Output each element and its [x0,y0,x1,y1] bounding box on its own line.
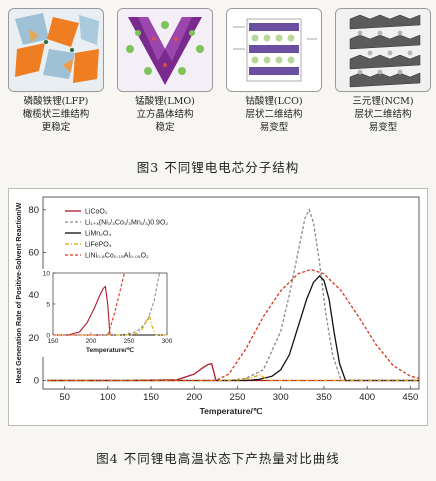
figure3-caption: 图3 不同锂电电芯分子结构 [136,160,300,175]
lfp-desc: 橄榄状三维结构 [22,109,90,120]
y-tick-label: 0 [34,375,39,386]
x-tick-label: 350 [316,392,332,403]
lfp-name: 磷酸铁锂(LFP) [23,96,89,107]
figure4-caption: 图4 不同锂电高温状态下产热量对比曲线 [96,451,340,466]
inset-y-tick-label: 10 [43,271,51,278]
inset-background [39,269,175,357]
y-axis-label: Heat Generation Rate of Positive-Solvent… [14,202,23,383]
lfp-structure-image [8,8,104,92]
panel-ncm: 三元锂(NCM) 层状二维结构 易变型 [335,8,431,134]
inset-x-axis-label: Temperature/℃ [86,346,135,354]
panel-lmo: 锰酸锂(LMO) 立方晶体结构 稳定 [117,8,213,134]
x-tick-label: 400 [359,392,375,403]
x-tick-label: 100 [100,392,116,403]
series-line-lfp [47,373,419,382]
lmo-desc: 立方晶体结构 [136,109,194,120]
inset-x-tick-label: 150 [48,338,59,345]
legend-label-nca: LiNi₀.₈Co₀.₁₅Al₀.₀₅O₂ [85,253,149,260]
inset-x-tick-label: 200 [86,338,97,345]
lco-note: 易变型 [259,122,289,133]
x-tick-label: 450 [402,392,418,403]
x-tick-label: 250 [230,392,246,403]
lco-name: 钴酸锂(LCO) [245,96,303,107]
lfp-note: 更稳定 [41,122,71,133]
structure-panels: 磷酸铁锂(LFP) 橄榄状三维结构 更稳定 锰酸锂(LMO) [8,8,431,148]
legend-label-lfp: LiFePO₄ [85,242,112,249]
inset-x-tick-label: 250 [124,338,135,345]
x-axis-label: Temperature/℃ [200,406,263,416]
ncm-name: 三元锂(NCM) [352,96,414,107]
lmo-note: 稳定 [155,122,175,133]
lmo-name: 锰酸锂(LMO) [135,96,195,107]
panel-lco: 钴酸锂(LCO) 层状二维结构 易变型 [226,8,322,134]
x-tick-label: 150 [143,392,159,403]
legend-label-ncm: Li₁₊ₓ(Ni₁/₃Co₁/₃Mn₁/₃)0.9O₂ [85,220,168,227]
x-tick-label: 200 [186,392,202,403]
y-tick-label: 80 [28,205,39,216]
inset-x-tick-label: 300 [162,338,173,345]
series-line-ncm [47,208,419,382]
legend-label-lmo: LiMn₂O₄ [85,231,111,238]
inset-series-line-nca [53,272,125,336]
legend-label-lco: LiCoO₂ [85,209,108,216]
lco-structure-image [226,8,322,92]
inset-series-line-lco [53,285,167,336]
inset-series-line-lfp [53,313,167,336]
lmo-structure-image [117,8,213,92]
y-tick-label: 20 [28,333,39,344]
y-tick-label: 60 [28,247,39,258]
inset-series-line-ncm [53,272,160,336]
ncm-desc: 层状二维结构 [354,109,412,120]
y-tick-label: 40 [28,290,39,301]
inset-y-tick-label: 0 [46,333,50,340]
ncm-note: 易变型 [368,122,398,133]
heat-generation-chart: 50 100 150 200 250 300 350 400 450 0 20 40 60 80 150 2… [8,188,428,426]
x-tick-label: 300 [273,392,289,403]
ncm-structure-image [335,8,431,92]
inset-y-tick-label: 5 [46,302,50,309]
panel-lfp: 磷酸铁锂(LFP) 橄榄状三维结构 更稳定 [8,8,104,134]
series-line-lco [47,363,419,382]
x-tick-label: 50 [59,392,70,403]
lco-desc: 层状二维结构 [245,109,303,120]
series-line-lmo [47,274,419,382]
